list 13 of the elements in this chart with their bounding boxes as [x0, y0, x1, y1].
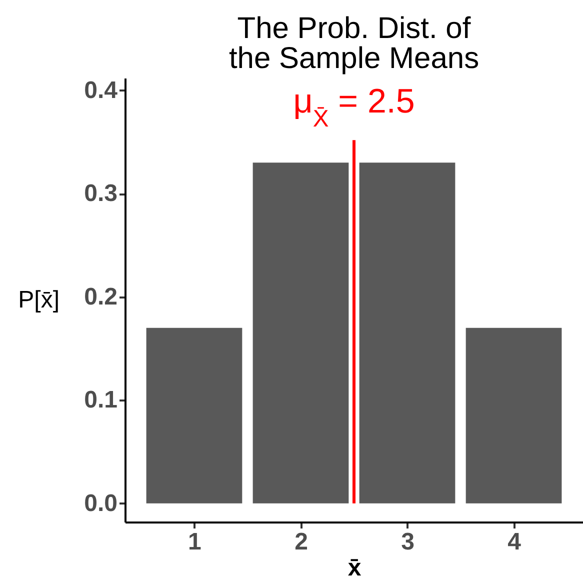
y-tick-label: 0.2: [84, 283, 118, 310]
y-axis-title: P[x̄]: [18, 286, 60, 314]
y-tick-label: 0.4: [84, 76, 118, 104]
y-tick-label: 0.0: [84, 490, 118, 517]
x-tick-label: 4: [508, 528, 522, 556]
x-tick-label: 3: [401, 528, 414, 556]
x-tick-label: 2: [294, 528, 308, 556]
ref-line-label: μ$_{X̄}$ = 2.5: [293, 82, 415, 132]
y-tick-label: 0.3: [84, 180, 118, 208]
x-axis-title: x̄: [348, 554, 362, 582]
chart-title: The Prob. Dist. of the Sample Means: [228, 12, 480, 75]
x-tick-label: 1: [188, 528, 202, 556]
y-tick-label: 0.1: [84, 386, 118, 414]
